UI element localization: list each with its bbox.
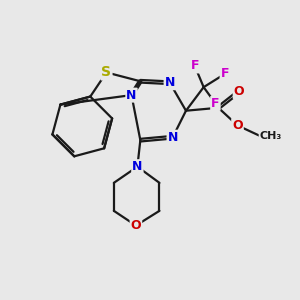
Text: O: O xyxy=(130,219,141,232)
Text: N: N xyxy=(167,131,178,144)
Text: S: S xyxy=(101,65,112,80)
Text: O: O xyxy=(232,119,243,132)
Text: O: O xyxy=(234,85,244,98)
Text: N: N xyxy=(132,160,142,173)
Text: N: N xyxy=(126,88,137,102)
Text: F: F xyxy=(211,97,220,110)
Text: F: F xyxy=(190,59,199,73)
Text: N: N xyxy=(165,76,175,89)
Text: F: F xyxy=(220,68,229,80)
Text: CH₃: CH₃ xyxy=(260,131,282,141)
